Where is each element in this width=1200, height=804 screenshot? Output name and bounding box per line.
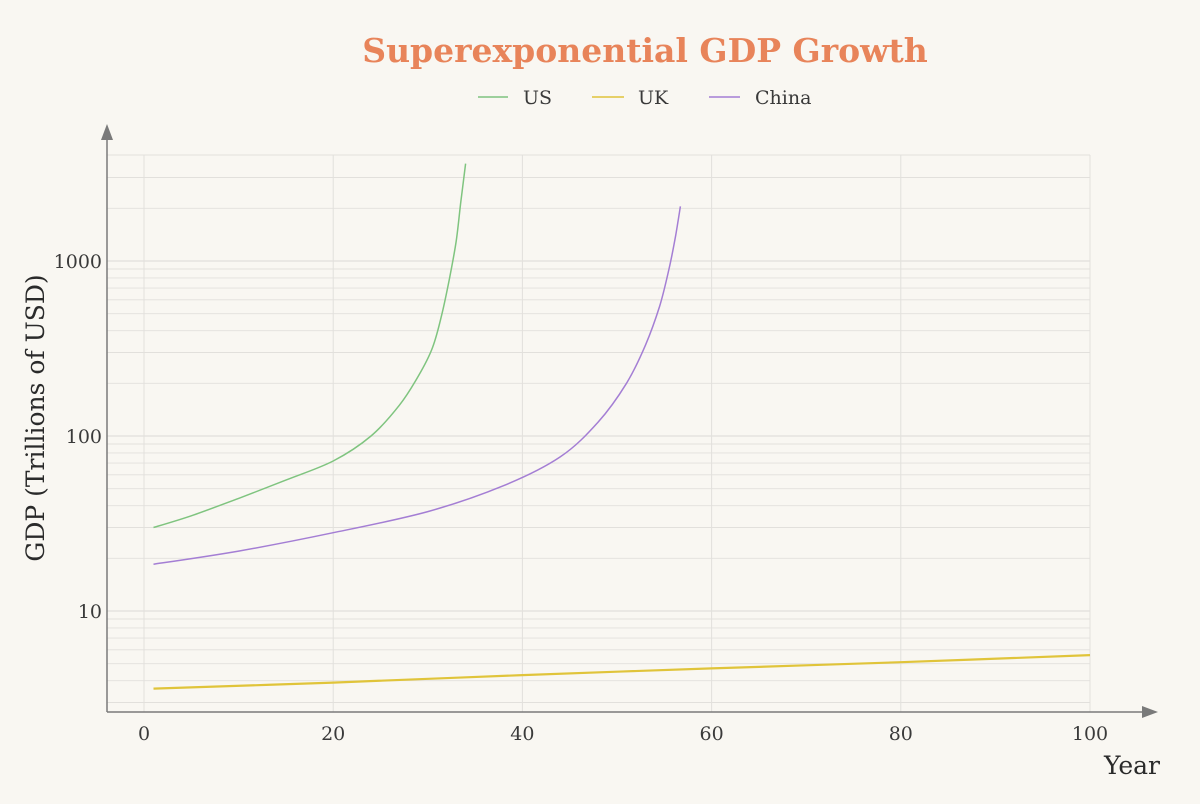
y-tick-label: 100 (66, 426, 102, 448)
y-tick-labels: 10 100 1000 (54, 251, 102, 623)
legend-item-china[interactable]: China (709, 87, 811, 109)
series-line-uk (153, 654, 1091, 690)
legend-item-us[interactable]: US (478, 87, 552, 109)
x-tick-label: 40 (510, 723, 534, 745)
legend-label-uk: UK (638, 87, 669, 109)
x-tick-label: 60 (700, 723, 724, 745)
x-tick-label: 20 (321, 723, 345, 745)
legend-item-uk[interactable]: UK (592, 87, 669, 109)
series-line-china (153, 206, 682, 565)
chart-title: Superexponential GDP Growth (362, 31, 928, 70)
x-tick-label: 100 (1072, 723, 1108, 745)
legend-label-us: US (523, 87, 552, 109)
x-axis-arrow (1142, 706, 1158, 718)
series-line-us (153, 163, 467, 529)
axes (101, 124, 1158, 718)
legend-label-china: China (755, 87, 811, 109)
x-tick-label: 0 (138, 723, 150, 745)
series-lines (153, 163, 1091, 690)
legend: US UK China (478, 87, 811, 109)
y-axis-label: GDP (Trillions of USD) (21, 274, 50, 561)
y-tick-label: 1000 (54, 251, 102, 273)
gridlines (107, 154, 1091, 712)
y-axis-arrow (101, 124, 113, 140)
x-tick-labels: 0 20 40 60 80 100 (138, 723, 1108, 745)
y-tick-label: 10 (78, 601, 102, 623)
x-tick-label: 80 (889, 723, 913, 745)
x-axis-label: Year (1103, 751, 1160, 780)
